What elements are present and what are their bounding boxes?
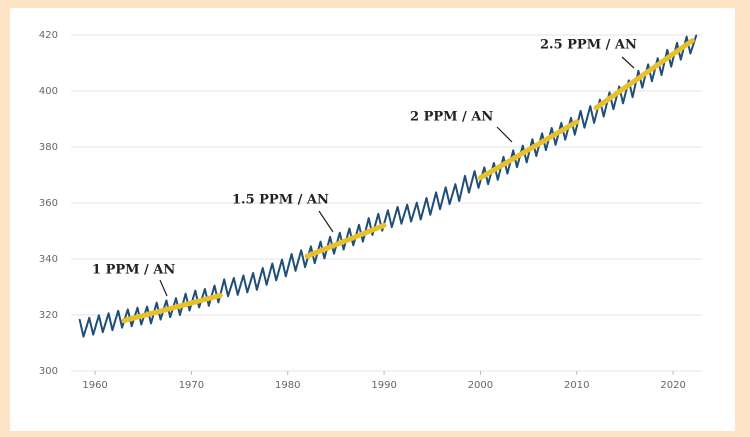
annotation: 2 PPM / AN (410, 110, 493, 125)
leader-line (621, 56, 635, 69)
trend-line (477, 119, 580, 181)
annotation: 1.5 PPM / AN (232, 193, 329, 208)
leader-line (159, 279, 168, 297)
leader-line (496, 126, 513, 143)
annotation: 2.5 PPM / AN (540, 38, 637, 53)
y-tick-label: 300 (39, 366, 58, 377)
y-tick-label: 320 (39, 310, 58, 321)
x-tick-label: 1970 (179, 380, 204, 391)
y-tick-label: 360 (39, 198, 58, 209)
x-tick-label: 1980 (275, 380, 300, 391)
x-tick-label: 2020 (660, 380, 685, 391)
leader-line (318, 210, 334, 233)
x-tick-label: 1990 (371, 380, 396, 391)
y-tick-label: 420 (39, 30, 58, 41)
plot: 300 320 340 360 380 400 420 1960 1970 1980 1990 200… (39, 30, 702, 391)
card (10, 8, 735, 431)
trend-line (121, 292, 223, 324)
trend-line (593, 38, 695, 111)
annotation: 1 PPM / AN (92, 263, 175, 278)
x-tick-label: 1960 (82, 380, 107, 391)
trend-line (304, 222, 387, 259)
x-tick-label: 2010 (564, 380, 589, 391)
x-tick-label: 2000 (468, 380, 493, 391)
y-tick-label: 380 (39, 142, 58, 153)
y-tick-label: 400 (39, 86, 58, 97)
y-tick-label: 340 (39, 254, 58, 265)
